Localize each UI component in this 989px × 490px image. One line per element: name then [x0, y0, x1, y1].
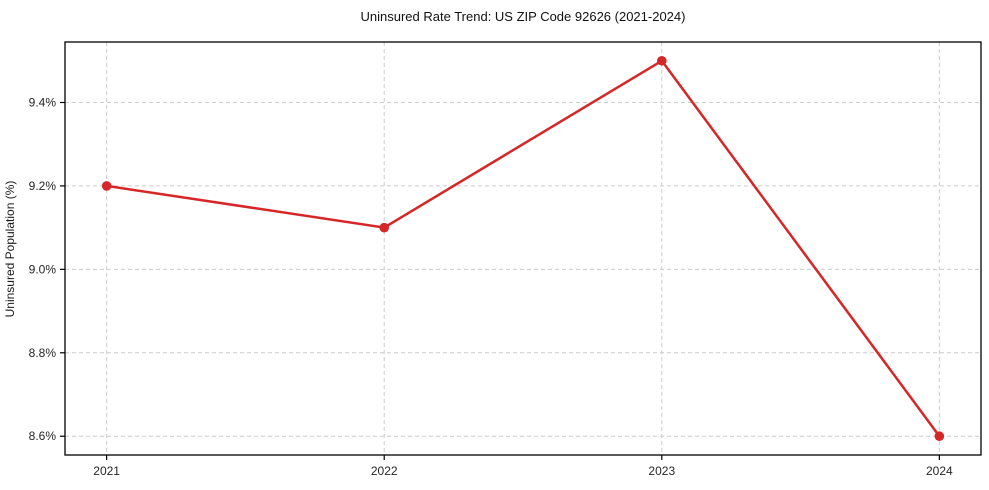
y-tick-label: 8.8% [29, 346, 57, 360]
axis-layer: 8.6% 8.8% 9.0% 9.2% 9.4% 2021 2022 2023 2024 [29, 41, 982, 478]
x-tick-label: 2022 [371, 464, 398, 478]
y-tick-label: 9.4% [29, 95, 57, 109]
x-tick-label: 2021 [93, 464, 120, 478]
y-axis-label: Uninsured Population (%) [3, 181, 17, 318]
y-tick-label: 9.0% [29, 262, 57, 276]
data-point-marker [101, 181, 112, 191]
data-point-marker [656, 55, 667, 66]
plot-frame [64, 41, 982, 456]
data-layer [101, 55, 945, 442]
chart-title: Uninsured Rate Trend: US ZIP Code 92626 … [361, 9, 686, 24]
trend-line [105, 59, 941, 438]
data-point-marker [934, 431, 945, 442]
y-tick-label: 8.6% [29, 429, 57, 443]
x-tick-label: 2024 [926, 464, 953, 478]
y-tick-label: 9.2% [29, 179, 57, 193]
x-tick-label: 2023 [648, 464, 675, 478]
grid-layer [65, 42, 981, 455]
data-point-marker [379, 222, 390, 233]
